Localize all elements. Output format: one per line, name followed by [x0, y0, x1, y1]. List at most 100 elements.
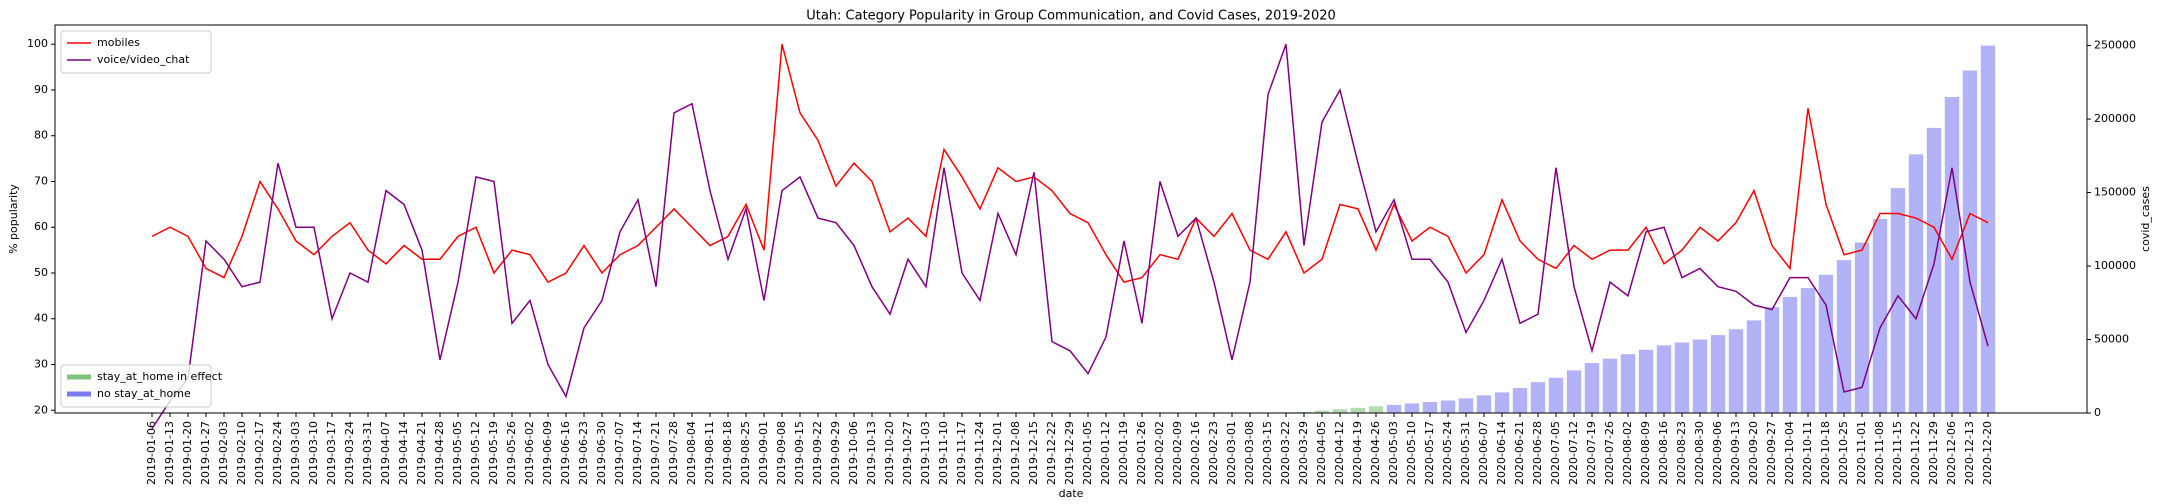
- x-tick-label: 2019-12-22: [1045, 421, 1058, 485]
- x-tick-label: 2020-11-08: [1873, 421, 1886, 485]
- x-tick-label: 2019-11-03: [919, 421, 932, 485]
- y-tick-label: 80: [34, 129, 48, 142]
- x-tick-label: 2020-03-22: [1279, 421, 1292, 485]
- x-tick-label: 2020-10-11: [1801, 421, 1814, 485]
- x-tick-label: 2020-02-02: [1153, 421, 1166, 485]
- x-tick-label: 2019-08-25: [739, 421, 752, 485]
- x-tick-label: 2019-09-22: [811, 421, 824, 485]
- x-tick-label: 2019-06-23: [577, 421, 590, 485]
- x-tick-label: 2019-04-21: [415, 421, 428, 485]
- y2-tick-label: 0: [2094, 406, 2101, 419]
- x-tick-label: 2020-09-27: [1765, 421, 1778, 485]
- x-tick-label: 2020-12-13: [1963, 421, 1976, 485]
- bar: [1548, 377, 1564, 413]
- x-tick-label: 2020-02-09: [1171, 421, 1184, 485]
- x-tick-label: 2019-03-24: [343, 421, 356, 485]
- y2-tick-label: 150000: [2094, 186, 2136, 199]
- legend-label: no stay_at_home: [97, 387, 191, 400]
- x-tick-label: 2019-07-21: [649, 421, 662, 485]
- bar: [1638, 349, 1654, 413]
- y-axis-label: % popularity: [7, 184, 20, 254]
- bar: [1764, 307, 1780, 413]
- x-tick-label: 2020-05-03: [1387, 421, 1400, 485]
- y-tick-label: 60: [34, 220, 48, 233]
- legend-label: voice/video_chat: [97, 53, 190, 66]
- line: [151, 43, 1989, 429]
- bar: [1458, 398, 1474, 413]
- bar: [1494, 392, 1510, 413]
- x-tick-label: 2020-05-10: [1405, 421, 1418, 485]
- bar: [1404, 403, 1420, 413]
- x-tick-label: 2020-05-17: [1423, 421, 1436, 485]
- x-tick-label: 2019-06-09: [541, 421, 554, 485]
- y-tick-label: 100: [27, 37, 48, 50]
- x-tick-label: 2019-12-29: [1063, 421, 1076, 485]
- x-tick-label: 2020-12-06: [1945, 421, 1958, 485]
- line: [151, 44, 1989, 284]
- bar: [1350, 407, 1366, 413]
- x-tick-label: 2019-03-03: [289, 421, 302, 485]
- x-tick-label: 2019-08-11: [703, 421, 716, 485]
- x-tick-label: 2020-06-21: [1513, 421, 1526, 485]
- x-tick-label: 2019-05-05: [451, 421, 464, 485]
- bar: [1386, 404, 1402, 413]
- bar: [1296, 411, 1312, 413]
- bar: [1818, 274, 1834, 413]
- x-tick-label: 2020-11-29: [1927, 421, 1940, 485]
- x-tick-label: 2019-01-20: [181, 421, 194, 485]
- x-tick-label: 2019-03-10: [307, 421, 320, 485]
- x-tick-label: 2019-04-14: [397, 421, 410, 485]
- x-tick-label: 2020-02-23: [1207, 421, 1220, 485]
- bar: [1566, 370, 1582, 413]
- bar: [1944, 97, 1960, 414]
- y2-tick-label: 50000: [2094, 333, 2129, 346]
- y2-tick-label: 100000: [2094, 259, 2136, 272]
- x-tick-label: 2020-11-15: [1891, 421, 1904, 485]
- x-tick-label: 2019-06-30: [595, 421, 608, 485]
- x-tick-label: 2019-06-16: [559, 421, 572, 485]
- x-tick-label: 2019-02-24: [271, 421, 284, 485]
- x-tick-label: 2020-01-26: [1135, 421, 1148, 485]
- plot-frame: [54, 24, 2088, 414]
- x-tick-label: 2020-09-13: [1729, 421, 1742, 485]
- x-axis-label: date: [1059, 487, 1084, 500]
- x-tick-label: 2019-07-07: [613, 421, 626, 485]
- x-tick-label: 2019-11-17: [955, 421, 968, 485]
- x-tick-label: 2020-07-19: [1585, 421, 1598, 485]
- x-tick-label: 2020-08-23: [1675, 421, 1688, 485]
- x-tick-label: 2020-05-31: [1459, 421, 1472, 485]
- bar: [1746, 320, 1762, 413]
- x-tick-label: 2019-02-03: [217, 421, 230, 485]
- x-tick-label: 2019-01-06: [145, 421, 158, 485]
- x-tick-label: 2020-02-16: [1189, 421, 1202, 485]
- x-tick-label: 2019-05-26: [505, 421, 518, 485]
- bar: [1584, 363, 1600, 413]
- x-tick-label: 2020-04-05: [1315, 421, 1328, 485]
- x-tick-label: 2020-07-12: [1567, 421, 1580, 485]
- x-tick-label: 2020-08-30: [1693, 421, 1706, 485]
- x-tick-label: 2020-11-01: [1855, 421, 1868, 485]
- x-tick-label: 2020-04-19: [1351, 421, 1364, 485]
- y2-axis-label: covid_cases: [2139, 186, 2152, 252]
- bar: [1908, 154, 1924, 414]
- x-tick-label: 2019-10-20: [883, 421, 896, 485]
- x-tick-label: 2019-11-10: [937, 421, 950, 485]
- y-tick-label: 90: [34, 83, 48, 96]
- x-tick-label: 2019-02-17: [253, 421, 266, 485]
- bar: [1602, 358, 1618, 413]
- bar: [1890, 188, 1906, 413]
- legend-label: stay_at_home in effect: [97, 370, 223, 383]
- x-tick-label: 2019-02-10: [235, 421, 248, 485]
- y2-tick-label: 250000: [2094, 39, 2136, 52]
- x-tick-label: 2020-03-08: [1243, 421, 1256, 485]
- x-tick-label: 2019-01-13: [163, 421, 176, 485]
- x-tick-label: 2019-05-19: [487, 421, 500, 485]
- x-tick-label: 2019-06-02: [523, 421, 536, 485]
- bar: [1926, 127, 1942, 413]
- y2-tick-label: 200000: [2094, 112, 2136, 125]
- x-tick-label: 2020-05-24: [1441, 421, 1454, 485]
- bar: [1962, 70, 1978, 413]
- x-tick-label: 2020-03-15: [1261, 421, 1274, 485]
- x-tick-label: 2020-04-12: [1333, 421, 1346, 485]
